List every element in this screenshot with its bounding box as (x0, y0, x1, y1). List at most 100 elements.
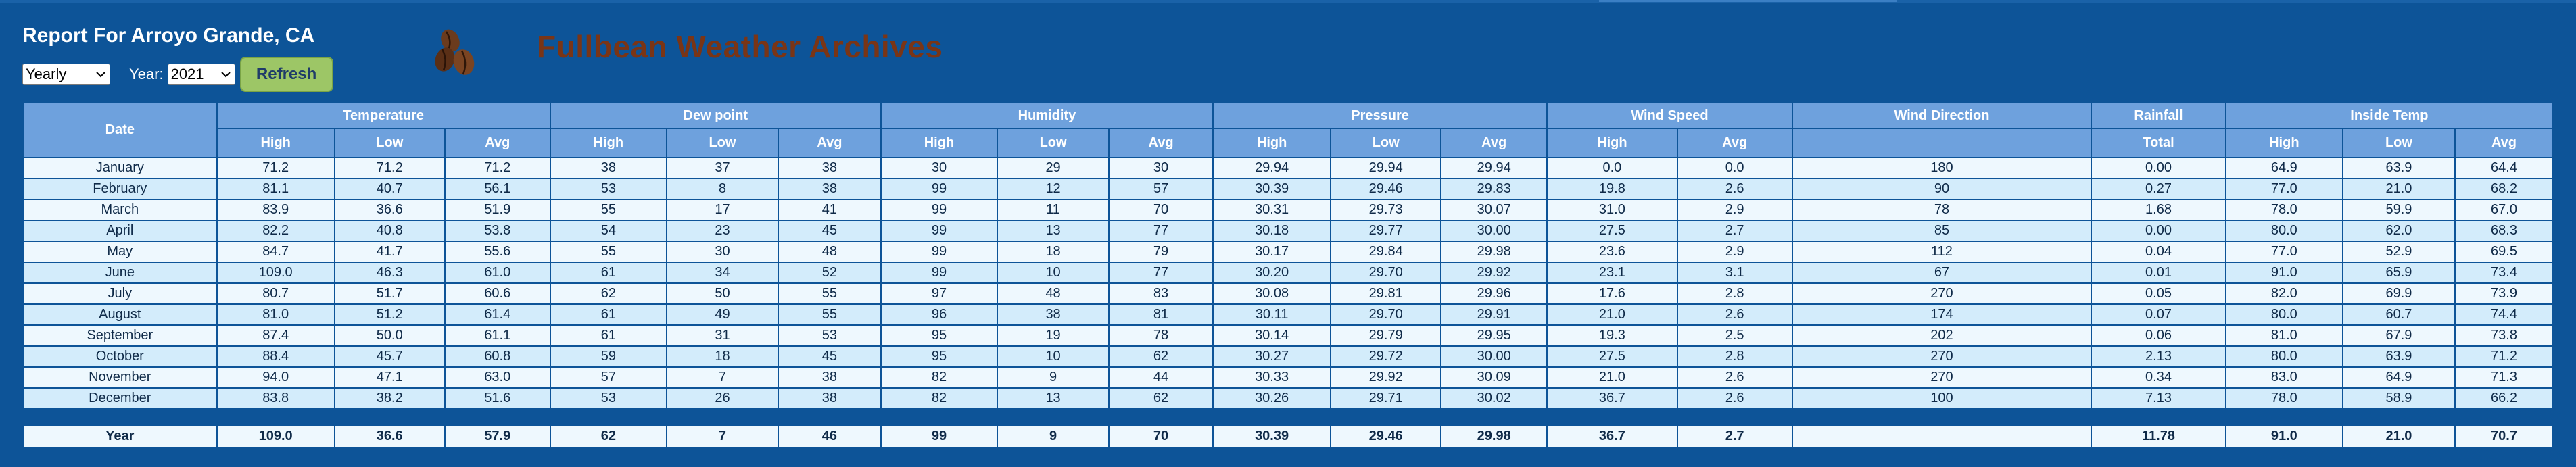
column-subheader: Low (2341, 128, 2456, 158)
total-value-cell: 29.98 (1440, 424, 1548, 448)
year-select[interactable]: 2021 (167, 64, 235, 85)
value-cell: 30.14 (1212, 324, 1332, 347)
value-cell: 29.98 (1440, 241, 1548, 263)
period-select-value: Yearly (26, 66, 67, 82)
value-cell: 29.91 (1440, 303, 1548, 326)
value-cell: 29.96 (1440, 282, 1548, 305)
value-cell: 95 (880, 345, 999, 368)
value-cell: 64.9 (2224, 157, 2343, 179)
value-cell: 29.94 (1330, 157, 1442, 179)
column-subheader: Low (333, 128, 446, 158)
value-cell: 12 (997, 178, 1110, 200)
column-subheader: Total (2091, 128, 2226, 158)
group-header-rainfall: Rainfall (2091, 102, 2226, 129)
value-cell: 29.73 (1330, 199, 1442, 221)
value-cell: 56.1 (444, 178, 551, 200)
value-cell: 81.0 (216, 303, 335, 326)
table-row: October 88.4 45.7 60.8 59 18 45 95 10 62 30.27 29.7… (22, 345, 2554, 368)
value-cell: 30.18 (1212, 220, 1332, 242)
value-cell: 29.46 (1330, 178, 1442, 200)
period-select[interactable]: Yearly (22, 64, 110, 85)
value-cell: 45 (777, 345, 882, 368)
value-cell: 36.7 (1546, 387, 1678, 410)
value-cell: 30.09 (1440, 366, 1548, 389)
total-value-cell: 70 (1108, 424, 1214, 448)
month-cell: August (22, 303, 218, 326)
value-cell: 83.9 (216, 199, 335, 221)
value-cell: 77 (1108, 220, 1214, 242)
value-cell: 83.8 (216, 387, 335, 410)
value-cell: 109.0 (216, 262, 335, 284)
value-cell: 57 (1108, 178, 1214, 200)
value-cell: 30.17 (1212, 241, 1332, 263)
value-cell: 54 (549, 220, 667, 242)
value-cell: 71.2 (333, 157, 446, 179)
value-cell: 30 (1108, 157, 1214, 179)
value-cell: 30 (665, 241, 779, 263)
month-cell: July (22, 282, 218, 305)
group-header-pressure: Pressure (1212, 102, 1548, 129)
group-header-wind-direction: Wind Direction (1791, 102, 2093, 129)
value-cell: 62.0 (2341, 220, 2456, 242)
value-cell: 0.27 (2091, 178, 2226, 200)
value-cell: 50 (665, 282, 779, 305)
value-cell: 8 (665, 178, 779, 200)
total-value-cell: 7 (665, 424, 779, 448)
value-cell: 61.1 (444, 324, 551, 347)
value-cell: 2.5 (1676, 324, 1793, 347)
value-cell: 96 (880, 303, 999, 326)
value-cell: 63.9 (2341, 345, 2456, 368)
value-cell: 82.0 (2224, 282, 2343, 305)
value-cell: 30.26 (1212, 387, 1332, 410)
value-cell: 71.2 (2454, 345, 2554, 368)
value-cell: 67 (1791, 262, 2093, 284)
value-cell: 63.0 (444, 366, 551, 389)
total-value-cell (1791, 424, 2093, 448)
value-cell: 68.2 (2454, 178, 2554, 200)
total-value-cell: 2.7 (1676, 424, 1793, 448)
coffee-beans-icon (430, 26, 484, 80)
refresh-button[interactable]: Refresh (239, 57, 333, 92)
table-row: April 82.2 40.8 53.8 54 23 45 99 13 77 30.18 29.77 3… (22, 220, 2554, 242)
value-cell: 180 (1791, 157, 2093, 179)
column-subheader: Avg (1440, 128, 1548, 158)
value-cell: 81 (1108, 303, 1214, 326)
value-cell: 29.94 (1440, 157, 1548, 179)
value-cell: 71.2 (216, 157, 335, 179)
value-cell: 23 (665, 220, 779, 242)
value-cell: 80.7 (216, 282, 335, 305)
value-cell: 69.9 (2341, 282, 2456, 305)
column-subheader: Avg (444, 128, 551, 158)
value-cell: 64.4 (2454, 157, 2554, 179)
value-cell: 53.8 (444, 220, 551, 242)
table-row: July 80.7 51.7 60.6 62 50 55 97 48 83 30.08 29.81 29… (22, 282, 2554, 305)
value-cell: 78 (1791, 199, 2093, 221)
value-cell: 202 (1791, 324, 2093, 347)
value-cell: 29.95 (1440, 324, 1548, 347)
value-cell: 29.79 (1330, 324, 1442, 347)
value-cell: 19.3 (1546, 324, 1678, 347)
value-cell: 90 (1791, 178, 2093, 200)
value-cell: 74.4 (2454, 303, 2554, 326)
value-cell: 21.0 (1546, 366, 1678, 389)
table-row: March 83.9 36.6 51.9 55 17 41 99 11 70 30.31 29.73 3… (22, 199, 2554, 221)
value-cell: 17 (665, 199, 779, 221)
value-cell: 82 (880, 387, 999, 410)
month-cell: February (22, 178, 218, 200)
value-cell: 21.0 (2341, 178, 2456, 200)
value-cell: 83 (1108, 282, 1214, 305)
group-header-dew-point: Dew point (549, 102, 882, 129)
group-header-date: Date (22, 102, 218, 158)
value-cell: 29.83 (1440, 178, 1548, 200)
column-subheader: Avg (2454, 128, 2554, 158)
value-cell: 85 (1791, 220, 2093, 242)
value-cell: 83.0 (2224, 366, 2343, 389)
value-cell: 2.13 (2091, 345, 2226, 368)
value-cell: 10 (997, 262, 1110, 284)
value-cell: 270 (1791, 345, 2093, 368)
value-cell: 29.77 (1330, 220, 1442, 242)
value-cell: 13 (997, 387, 1110, 410)
value-cell: 81.1 (216, 178, 335, 200)
value-cell: 38 (777, 157, 882, 179)
value-cell: 2.6 (1676, 178, 1793, 200)
